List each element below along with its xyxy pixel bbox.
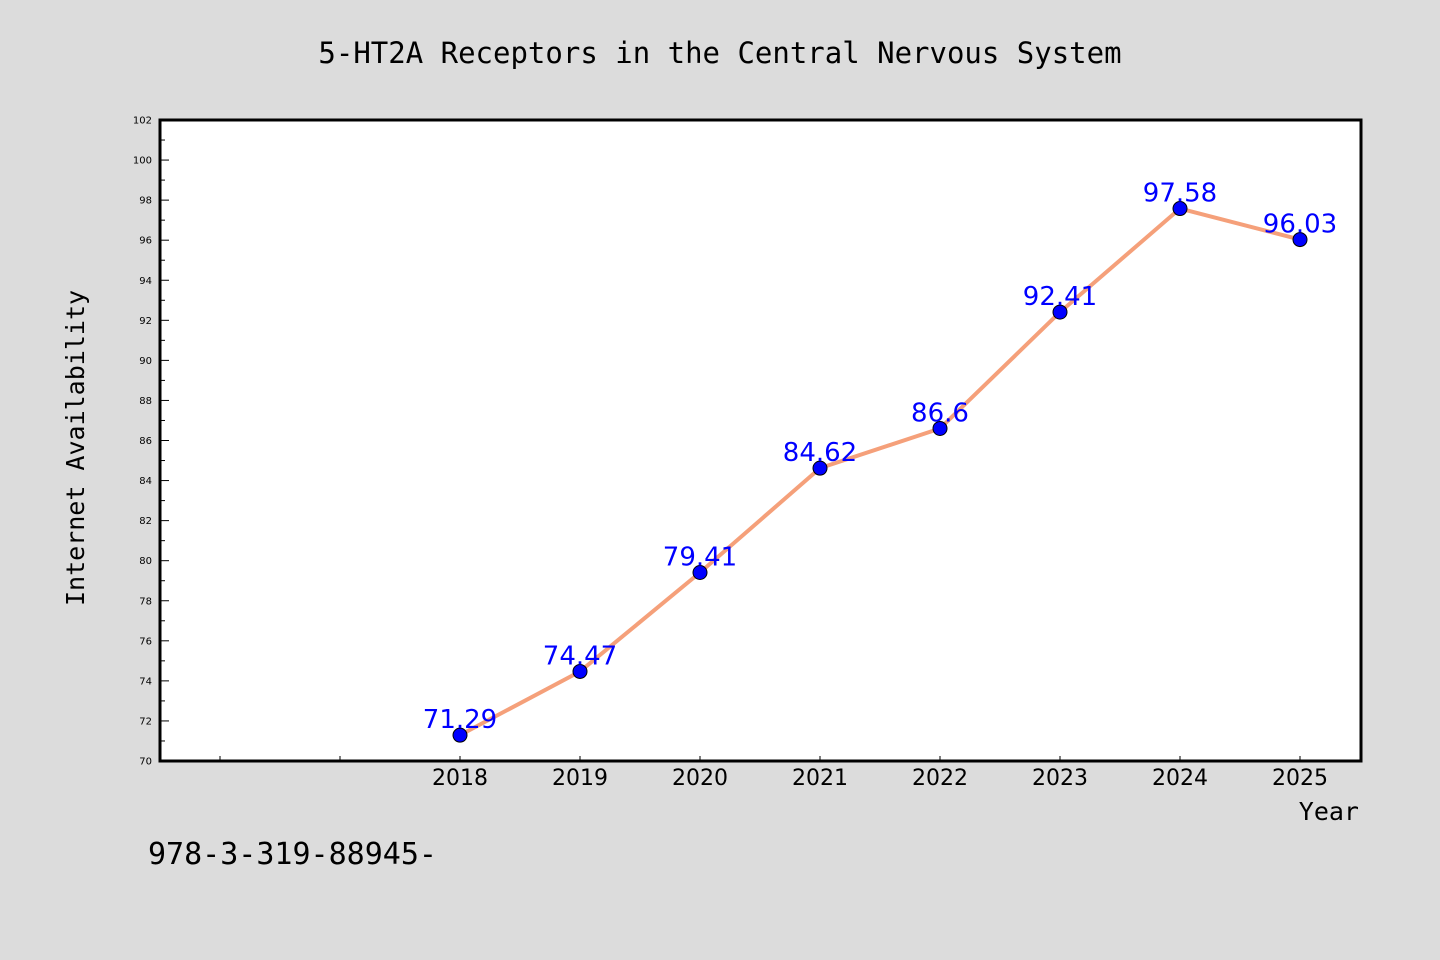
x-tick-label: 2020 bbox=[672, 766, 728, 791]
x-tick-label: 2022 bbox=[912, 766, 968, 791]
y-tick-label: 70 bbox=[139, 757, 152, 768]
y-tick-label: 82 bbox=[139, 516, 152, 527]
y-tick-label: 98 bbox=[139, 196, 152, 207]
data-point bbox=[452, 727, 468, 743]
data-point bbox=[1172, 201, 1188, 217]
y-axis-title: Internet Availability bbox=[61, 290, 90, 606]
data-label: 71.29 bbox=[423, 705, 497, 735]
chart-title: 5-HT2A Receptors in the Central Nervous … bbox=[318, 36, 1121, 70]
data-point bbox=[572, 663, 588, 679]
y-tick-label: 74 bbox=[139, 676, 152, 687]
y-tick-label: 78 bbox=[139, 596, 152, 607]
y-tick-label: 84 bbox=[139, 476, 152, 487]
data-points bbox=[452, 201, 1308, 743]
y-tick-label: 102 bbox=[133, 116, 152, 127]
y-tick-label: 92 bbox=[139, 316, 152, 327]
x-tick-label: 2024 bbox=[1152, 766, 1208, 791]
y-tick-label: 86 bbox=[139, 436, 152, 447]
y-tick-label: 94 bbox=[139, 276, 152, 287]
data-point bbox=[932, 420, 948, 436]
y-axis: 70 72 74 76 78 80 82 84 86 88 90 92 94 96 98 100 102 bbox=[133, 116, 169, 768]
x-tick-label: 2025 bbox=[1272, 766, 1328, 791]
y-tick-label: 72 bbox=[139, 716, 152, 727]
data-label: 97.58 bbox=[1143, 179, 1217, 209]
y-tick-label: 100 bbox=[133, 156, 152, 167]
data-point bbox=[692, 565, 708, 581]
x-tick-label: 2018 bbox=[432, 766, 488, 791]
x-axis-title: Year bbox=[1299, 797, 1359, 826]
isbn-note: 978-3-319-88945- bbox=[148, 837, 437, 872]
data-label: 96.03 bbox=[1263, 210, 1337, 240]
y-tick-label: 88 bbox=[139, 396, 152, 407]
x-axis: 2018 2019 2020 2021 2022 2023 2024 2025 bbox=[219, 756, 1328, 791]
x-tick-label: 2021 bbox=[792, 766, 848, 791]
x-tick-label: 2023 bbox=[1032, 766, 1088, 791]
y-tick-label: 76 bbox=[139, 636, 152, 647]
data-label: 86.6 bbox=[911, 398, 969, 428]
plot-area bbox=[158, 118, 1363, 763]
y-tick-label: 96 bbox=[139, 236, 152, 247]
y-tick-label: 80 bbox=[139, 556, 152, 567]
data-labels: 71.29 74.47 79.41 84.62 86.6 92.41 97.58 96.03 bbox=[423, 179, 1337, 736]
y-tick-label: 90 bbox=[139, 356, 152, 367]
data-label: 92.41 bbox=[1023, 282, 1097, 312]
x-tick-label: 2019 bbox=[552, 766, 608, 791]
data-point bbox=[1292, 232, 1308, 248]
data-label: 79.41 bbox=[663, 543, 737, 573]
data-point bbox=[1052, 304, 1068, 320]
data-label: 74.47 bbox=[543, 641, 617, 671]
series-line bbox=[458, 206, 1302, 738]
data-label: 84.62 bbox=[783, 438, 857, 468]
data-point bbox=[812, 460, 828, 476]
